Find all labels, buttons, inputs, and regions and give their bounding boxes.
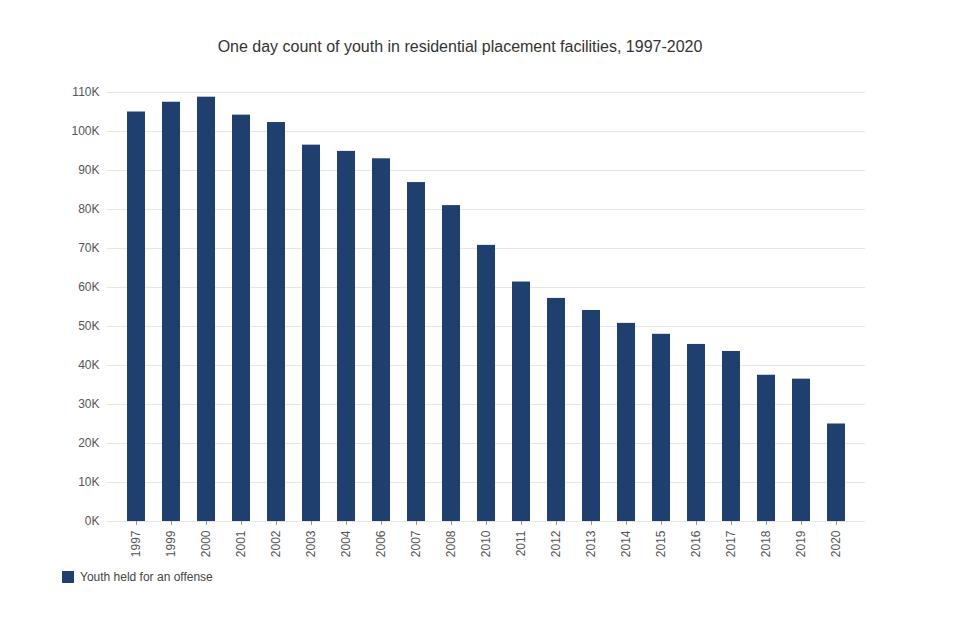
svg-text:2004: 2004 [339, 530, 353, 557]
svg-text:60K: 60K [78, 280, 99, 294]
svg-text:1999: 1999 [164, 530, 178, 557]
svg-text:2008: 2008 [444, 530, 458, 557]
svg-text:50K: 50K [78, 319, 99, 333]
svg-text:90K: 90K [78, 163, 99, 177]
svg-text:70K: 70K [78, 241, 99, 255]
svg-text:2000: 2000 [199, 530, 213, 557]
html-text:One day count of youth in resi: One day count of youth in residential pl… [217, 38, 703, 55]
svg-text:1997: 1997 [129, 530, 143, 557]
svg-text:80K: 80K [78, 202, 99, 216]
svg-text:2001: 2001 [234, 530, 248, 557]
svg-text:2011: 2011 [514, 530, 528, 556]
svg-text:2003: 2003 [304, 530, 318, 557]
svg-text:2020: 2020 [829, 530, 843, 557]
svg-text:2017: 2017 [724, 530, 738, 557]
svg-text:30K: 30K [78, 397, 99, 411]
svg-text:2006: 2006 [374, 530, 388, 557]
svg-text:2010: 2010 [479, 530, 493, 557]
svg-text:110K: 110K [72, 85, 99, 99]
svg-text:2012: 2012 [549, 530, 563, 557]
svg-text:40K: 40K [78, 358, 99, 372]
svg-text:2015: 2015 [654, 530, 668, 557]
svg-text:2002: 2002 [269, 530, 283, 557]
svg-text:2016: 2016 [689, 530, 703, 557]
html-text:Youth held for an offense: Youth held for an offense [80, 570, 213, 584]
svg-text:100K: 100K [71, 124, 99, 138]
svg-text:10K: 10K [78, 475, 99, 489]
svg-text:2014: 2014 [619, 530, 633, 557]
svg-text:2007: 2007 [409, 530, 423, 557]
svg-text:20K: 20K [78, 436, 99, 450]
svg-text:2013: 2013 [584, 530, 598, 557]
svg-text:2019: 2019 [794, 530, 808, 557]
svg-text:2018: 2018 [759, 530, 773, 557]
svg-text:0K: 0K [85, 514, 100, 528]
